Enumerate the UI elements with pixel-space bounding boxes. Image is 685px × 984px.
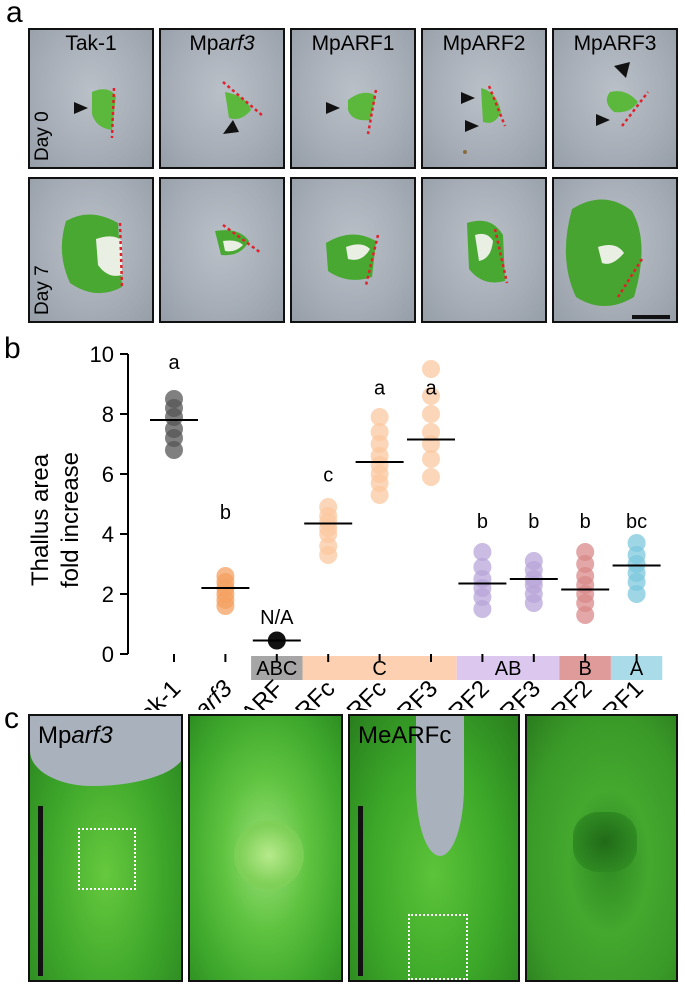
- thallus-explant: [222, 81, 264, 134]
- data-point: [370, 408, 389, 426]
- column-title-mparf2: MpARF2: [442, 32, 526, 55]
- significance-label: N/A: [260, 607, 294, 629]
- data-point: [422, 360, 440, 378]
- thallus-regenerated: [326, 234, 380, 286]
- y-tick-label: 0: [102, 642, 114, 667]
- thallus-explant: [461, 85, 507, 154]
- row-label-day0: Day 0: [32, 111, 53, 161]
- significance-label: c: [323, 465, 333, 487]
- thallus-regenerated: [467, 220, 509, 284]
- thallus-regenerated: [215, 223, 262, 256]
- y-axis-label-line1: Thallus area: [27, 453, 54, 586]
- group-band-label: C: [372, 658, 386, 680]
- arrowhead-icon: [74, 102, 88, 114]
- scale-bar: [358, 806, 363, 976]
- panel-label-a: a: [6, 0, 23, 29]
- thallus-regenerated: [61, 214, 124, 294]
- group-band: [456, 656, 560, 680]
- thallus-explant: [596, 62, 649, 127]
- significance-label: bc: [626, 511, 647, 533]
- thallus-regenerated: [565, 199, 670, 319]
- arrowhead-icon: [223, 120, 239, 134]
- arrowhead-icon: [614, 62, 630, 78]
- arrowhead-icon: [326, 102, 340, 114]
- significance-label: a: [168, 352, 180, 374]
- thallus-explant: [74, 87, 116, 139]
- arrowhead-icon: [465, 120, 479, 132]
- photo-tak1-day7: Day 7: [28, 177, 154, 323]
- photo-mparf2-day0: MpARF2: [421, 28, 547, 169]
- column-title-mparf3-oe: MpARF3: [573, 32, 657, 55]
- significance-label: a: [374, 378, 386, 400]
- photo-mparf3-day7: [552, 177, 678, 323]
- data-point: [216, 597, 235, 615]
- image-title-mparf3: Mparf3: [38, 722, 113, 749]
- data-point: [422, 450, 440, 468]
- inset-box: [408, 914, 468, 980]
- y-tick-label: 4: [102, 522, 114, 547]
- panel-label-b: b: [4, 332, 21, 365]
- column-title-mparf1: MpARF1: [311, 32, 395, 55]
- photo-mearfc-inset: [525, 714, 678, 982]
- significance-label: b: [528, 511, 539, 533]
- column-title-tak1: Tak-1: [65, 32, 117, 55]
- photo-mparf3-day0: MpARF3: [552, 28, 678, 169]
- data-point: [576, 606, 595, 624]
- data-point: [627, 585, 646, 603]
- scale-bar: [38, 806, 43, 976]
- x-tick-label: Tak-1: [126, 675, 187, 710]
- significance-label: b: [220, 502, 231, 524]
- arrowhead-icon: [596, 114, 610, 126]
- thallus-explant: [326, 89, 378, 135]
- inset-box: [78, 828, 136, 890]
- photo-mparf3-day7: [159, 177, 285, 323]
- photo-tak1-day0: Tak-1 Day 0: [28, 28, 154, 169]
- significance-label: a: [425, 378, 437, 400]
- photo-mparf3-apex: Mparf3: [28, 714, 183, 982]
- data-point: [473, 600, 492, 618]
- row-label-day7: Day 7: [32, 265, 53, 315]
- plot-area: 0246810ABCCABBATak-1Mparf3CmARFSpARFcMeA…: [90, 342, 663, 710]
- group-band-label: ABC: [256, 658, 297, 680]
- photo-mparf1-day7: [290, 177, 416, 323]
- photo-mparf3-inset: [188, 714, 343, 982]
- group-band-label: A: [630, 658, 644, 680]
- y-tick-label: 6: [102, 462, 114, 487]
- y-tick-label: 10: [90, 342, 114, 367]
- image-title-mearfc: MeARFc: [358, 722, 452, 749]
- significance-label: b: [477, 511, 488, 533]
- photo-mparf2-day7: [421, 177, 547, 323]
- y-tick-label: 8: [102, 402, 114, 427]
- group-band-label: AB: [495, 658, 522, 680]
- photo-mparf1-day0: MpARF1: [290, 28, 416, 169]
- arrowhead-icon: [461, 92, 475, 104]
- data-point: [524, 594, 543, 612]
- column-title-mparf3: Mparf3: [189, 32, 255, 55]
- data-point: [422, 387, 440, 405]
- scale-bar: [632, 315, 670, 319]
- y-axis-label-line2: fold increase: [57, 452, 84, 588]
- significance-label: b: [580, 511, 591, 533]
- photo-mearfc-apex: MeARFc: [348, 714, 520, 982]
- photo-mparf3-day0: Mparf3: [159, 28, 285, 169]
- data-point: [165, 441, 183, 459]
- y-tick-label: 2: [102, 582, 114, 607]
- panel-label-c: c: [4, 702, 19, 735]
- group-band-label: B: [579, 658, 592, 680]
- data-point: [422, 468, 440, 486]
- data-point: [473, 543, 492, 561]
- data-point: [319, 546, 338, 564]
- data-point: [422, 405, 440, 423]
- data-point: [370, 486, 389, 504]
